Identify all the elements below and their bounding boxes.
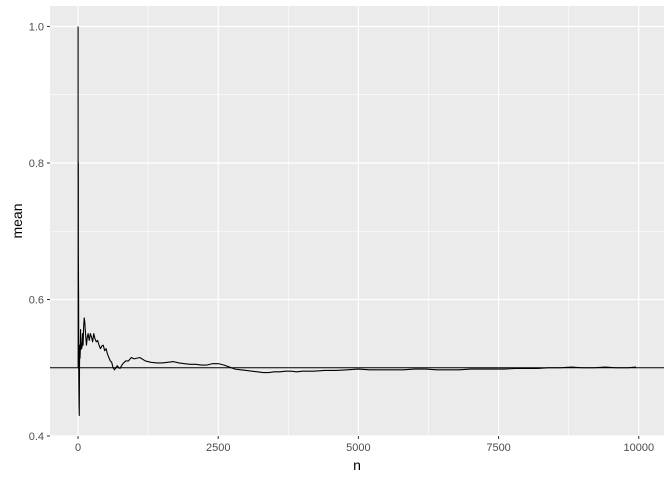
- x-tick-label: 0: [75, 442, 81, 454]
- major-gridlines: [50, 6, 664, 437]
- x-tick-label: 2500: [206, 442, 230, 454]
- x-axis-ticks: 0 2500 5000 7500 10000: [75, 436, 654, 454]
- y-axis-ticks: 0.4 0.6 0.8 1.0: [29, 21, 50, 443]
- y-tick-label: 0.8: [29, 158, 44, 170]
- y-tick-label: 0.6: [29, 294, 44, 306]
- y-axis-title: mean: [9, 203, 25, 238]
- x-tick-label: 5000: [346, 442, 370, 454]
- x-tick-label: 10000: [623, 442, 654, 454]
- y-tick-label: 0.4: [29, 431, 44, 443]
- y-tick-label: 1.0: [29, 21, 44, 33]
- x-axis-title: n: [353, 457, 361, 473]
- series-line-mean: [77, 26, 637, 417]
- plot-panel: [50, 6, 664, 436]
- x-tick-label: 7500: [486, 442, 510, 454]
